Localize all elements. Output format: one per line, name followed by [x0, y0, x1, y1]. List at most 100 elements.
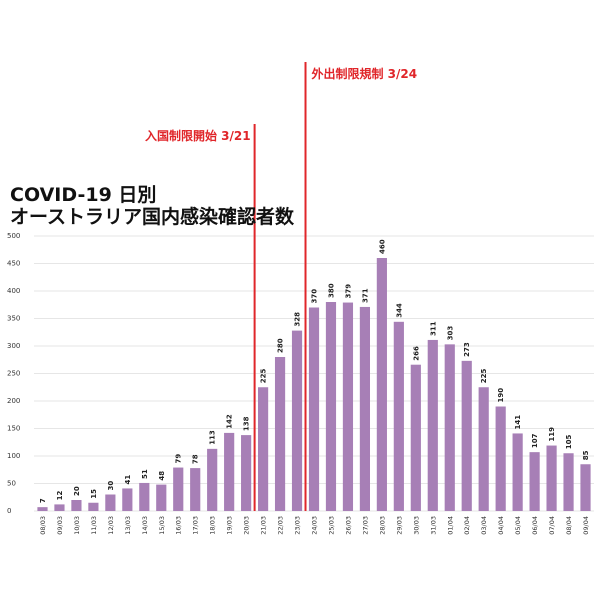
- x-tick-label: 03/04: [480, 516, 488, 535]
- bar-value-label: 311: [429, 321, 437, 336]
- chart-title-line-2: オーストラリア国内感染確認者数: [10, 206, 295, 228]
- y-tick-label: 50: [7, 480, 16, 488]
- x-tick-label: 05/04: [514, 516, 522, 535]
- bar: [376, 258, 387, 511]
- bar: [427, 339, 438, 511]
- y-tick-label: 250: [7, 370, 20, 378]
- y-tick-label: 450: [7, 260, 20, 268]
- bar-value-label: 379: [344, 284, 352, 299]
- bar-value-label: 266: [412, 346, 420, 361]
- x-tick-label: 26/03: [344, 516, 352, 535]
- bar-value-label: 225: [480, 369, 488, 384]
- bar-value-label: 41: [124, 475, 132, 485]
- x-tick-label: 30/03: [412, 516, 420, 535]
- y-tick-label: 150: [7, 425, 20, 433]
- x-tick-label: 12/03: [107, 516, 115, 535]
- x-tick-label: 24/03: [311, 516, 319, 535]
- bar-value-label: 141: [514, 415, 522, 430]
- bar: [156, 484, 167, 511]
- bar: [359, 306, 370, 511]
- x-tick-label: 28/03: [378, 516, 386, 535]
- bar-value-label: 328: [294, 312, 302, 327]
- bar-value-label: 85: [582, 450, 590, 460]
- bar-value-label: 30: [107, 481, 115, 491]
- bar: [207, 448, 218, 511]
- bar: [308, 307, 320, 511]
- bar: [342, 302, 354, 511]
- x-tick-label: 17/03: [192, 516, 200, 535]
- x-tick-label: 09/04: [582, 516, 590, 535]
- bar: [512, 433, 523, 511]
- y-tick-label: 100: [7, 452, 20, 460]
- x-tick-label: 25/03: [327, 516, 335, 535]
- x-tick-label: 31/03: [429, 516, 437, 535]
- bar-value-label: 273: [463, 342, 471, 357]
- x-tick-label: 14/03: [141, 516, 149, 535]
- bar-value-label: 225: [260, 369, 268, 384]
- x-tick-label: 08/03: [39, 516, 47, 535]
- y-tick-label: 350: [7, 315, 20, 323]
- bar-value-label: 113: [209, 430, 217, 445]
- bar-value-label: 138: [243, 416, 251, 431]
- x-tick-label: 11/03: [90, 516, 98, 535]
- bar: [173, 467, 184, 511]
- bar-value-label: 20: [73, 486, 81, 496]
- x-tick-label: 09/03: [56, 516, 64, 535]
- bars: [37, 258, 591, 511]
- bar: [325, 302, 337, 511]
- bar-value-label: 190: [497, 388, 505, 403]
- bar-value-label: 107: [531, 433, 539, 448]
- bar: [122, 488, 133, 511]
- bar-value-labels: 7 12 20 15 30 41 51 48 79 78 113 142 138 225 280 328 370…: [39, 239, 590, 503]
- x-tick-label: 23/03: [294, 516, 302, 535]
- x-tick-label: 27/03: [361, 516, 369, 535]
- x-tick-label: 07/04: [548, 516, 556, 535]
- bar-value-label: 12: [56, 491, 64, 501]
- bar: [71, 500, 82, 511]
- x-tick-label: 16/03: [175, 516, 183, 535]
- x-tick-label: 29/03: [395, 516, 403, 535]
- bar: [393, 321, 404, 511]
- bar: [563, 453, 574, 511]
- x-tick-label: 01/04: [446, 516, 454, 535]
- x-tick-label: 21/03: [260, 516, 268, 535]
- bar: [410, 364, 421, 511]
- x-tick-label: 22/03: [277, 516, 285, 535]
- bar-value-label: 15: [90, 489, 98, 499]
- y-tick-label: 400: [7, 287, 20, 295]
- bar: [88, 502, 99, 511]
- bar: [461, 360, 472, 511]
- bar-value-label: 371: [361, 288, 369, 303]
- y-tick-label: 500: [7, 232, 20, 240]
- bar-value-label: 280: [277, 338, 285, 353]
- bar-value-label: 48: [158, 471, 166, 481]
- bar-value-label: 370: [311, 289, 319, 304]
- bar: [478, 387, 489, 511]
- bar: [241, 435, 252, 511]
- bar: [37, 507, 48, 511]
- x-tick-label: 13/03: [124, 516, 132, 535]
- bar-value-label: 78: [192, 454, 200, 464]
- x-tick-label: 04/04: [497, 516, 505, 535]
- x-tick-label: 08/04: [565, 516, 573, 535]
- y-tick-label: 0: [7, 507, 11, 515]
- y-tick-label: 300: [7, 342, 20, 350]
- bar: [190, 468, 201, 511]
- bar-value-label: 303: [446, 326, 454, 341]
- bar: [274, 357, 286, 511]
- bar-value-label: 105: [565, 435, 573, 450]
- chart-title-line-1: COVID-19 日別: [10, 184, 157, 206]
- y-axis-ticks: 0 50 100 150 200 250 300 350 400 450 500: [7, 232, 20, 515]
- bar: [495, 406, 506, 511]
- annotation-label: 入国制限開始 3/21: [145, 128, 251, 143]
- bar: [224, 432, 235, 511]
- y-tick-label: 200: [7, 397, 20, 405]
- bar: [105, 494, 116, 511]
- bar: [54, 504, 65, 511]
- x-axis-ticks: 08/03 09/03 10/03 11/03 12/03 13/03 14/03 15/03…: [39, 516, 590, 535]
- x-tick-label: 19/03: [226, 516, 234, 535]
- annotation-label: 外出制限規制 3/24: [312, 66, 418, 81]
- bar: [580, 464, 591, 511]
